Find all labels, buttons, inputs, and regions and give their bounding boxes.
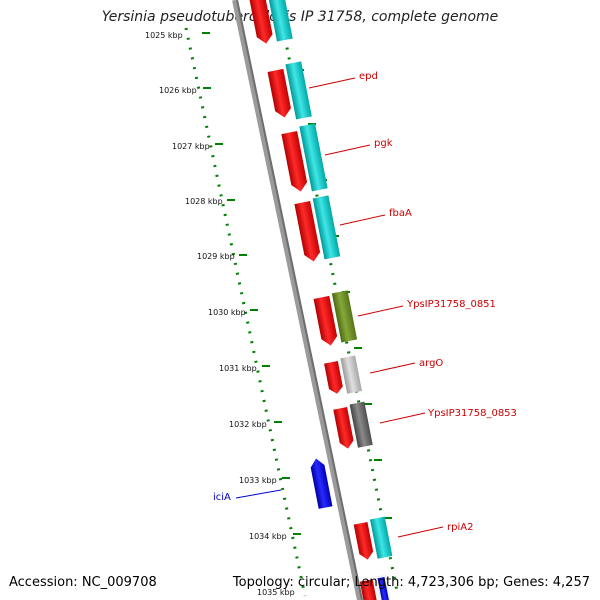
gene-label-iciA[interactable]: iciA [213,492,231,503]
gene-feature[interactable] [249,0,293,45]
kbp-label: 1031 kbp [219,364,257,373]
gene-label-epd[interactable]: epd [359,71,378,82]
gene-labels: epd pgk fbaA YpsIP31758_0851 argO YpsIP3… [213,71,517,533]
kbp-label: 1029 kbp [197,252,235,261]
tick-track-left [184,27,307,597]
map-title: Yersinia pseudotuberculosis IP 31758, co… [101,9,499,25]
gene-feature[interactable] [359,574,392,600]
gene-feature-pgk[interactable] [281,123,328,194]
backbone [232,0,363,600]
kbp-label: 1026 kbp [159,86,197,95]
kbp-label: 1030 kbp [208,308,246,317]
gene-label-0853[interactable]: YpsIP31758_0853 [427,408,517,419]
kbp-label: 1028 kbp [185,197,223,206]
gene-feature-0853[interactable] [333,401,373,451]
gene-label-pgk[interactable]: pgk [374,138,393,149]
kbp-label: 1027 kbp [172,142,210,151]
gene-label-rpiA2[interactable]: rpiA2 [447,522,473,533]
genome-summary-text: Topology: circular; Length: 4,723,306 bp… [232,575,590,590]
accession-text: Accession: NC_009708 [9,575,157,590]
gene-feature-0851[interactable] [313,290,358,347]
gene-feature-rpiA2[interactable] [353,516,393,562]
gene-features [249,0,393,600]
gene-label-argO[interactable]: argO [419,358,443,369]
kbp-label: 1032 kbp [229,420,267,429]
kbp-label: 1033 kbp [239,476,277,485]
gene-feature-argO[interactable] [324,355,362,397]
leader-lines [235,77,444,538]
gene-label-0851[interactable]: YpsIP31758_0851 [406,299,496,310]
kbp-label: 1034 kbp [249,532,287,541]
kbp-label: 1035 kbp [257,588,295,597]
kbp-label: 1025 kbp [145,31,183,40]
gene-feature-fbaA[interactable] [294,195,341,263]
gene-feature-iciA[interactable] [309,457,333,509]
kbp-labels: 1025 kbp 1026 kbp 1027 kbp 1028 kbp 1029… [145,31,295,597]
gene-feature-epd[interactable] [267,61,312,123]
gene-label-fbaA[interactable]: fbaA [389,208,412,219]
